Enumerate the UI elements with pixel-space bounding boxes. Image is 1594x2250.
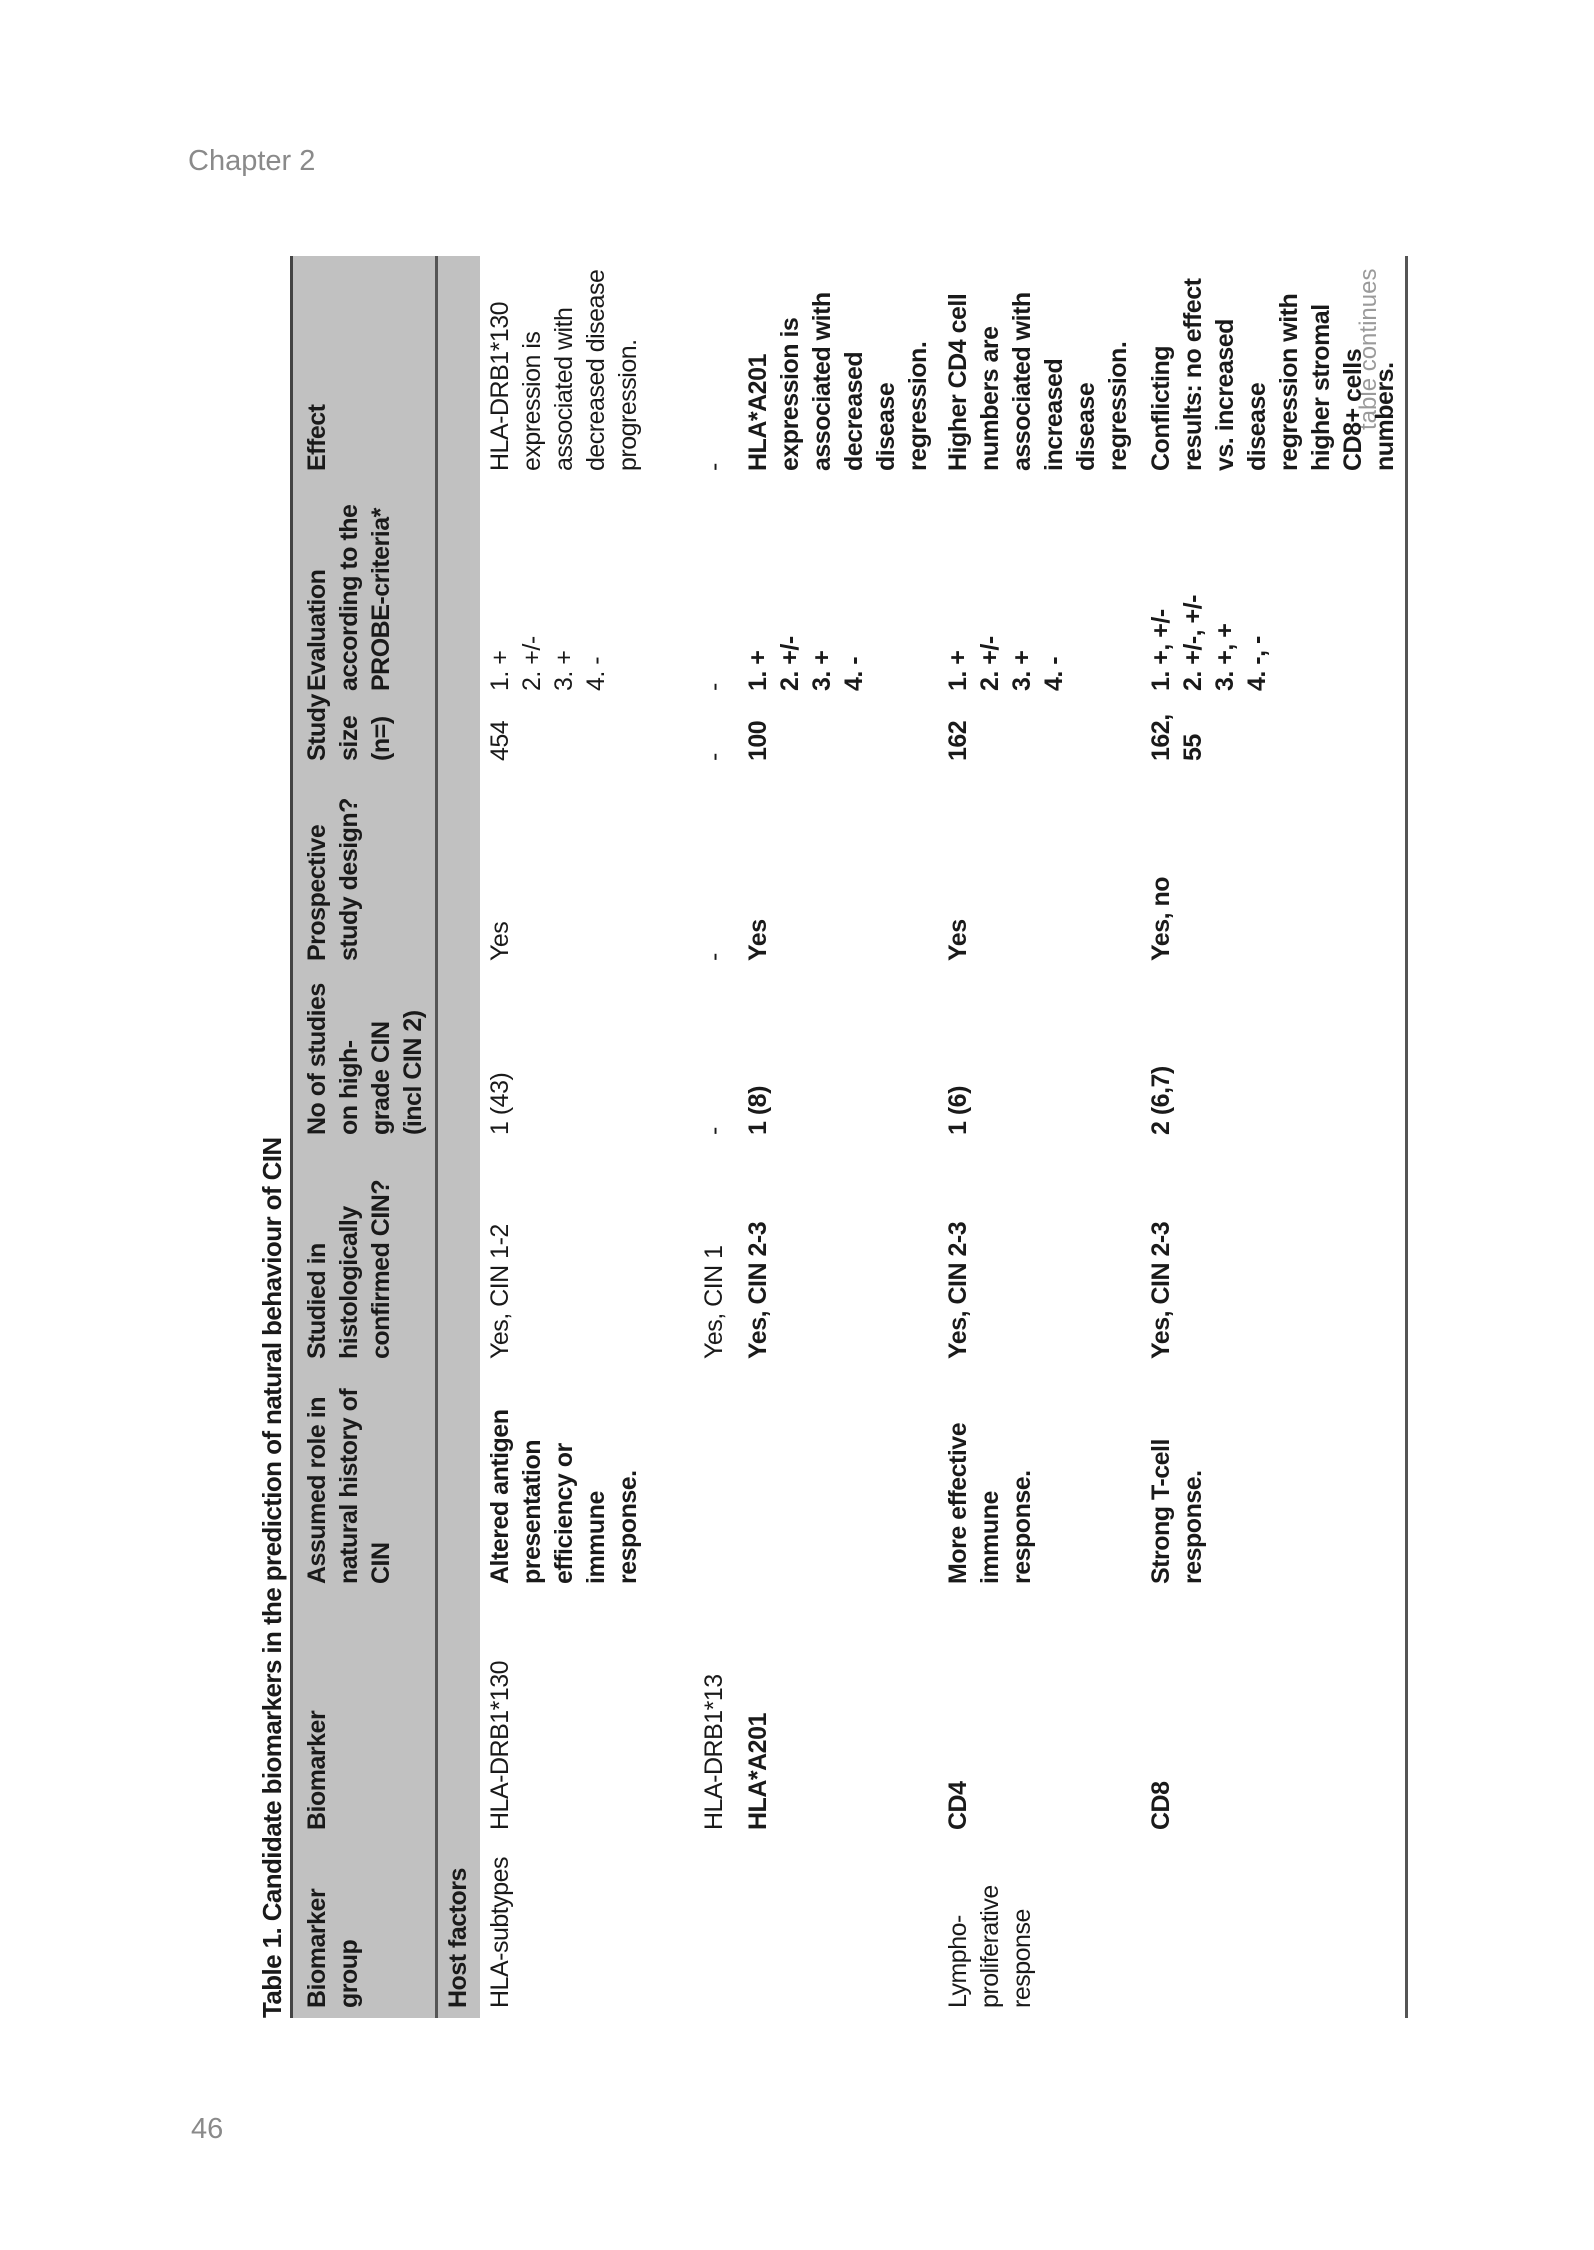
- table-cell: Yes, CIN 1: [700, 1245, 728, 1359]
- table-row: CD8 Strong T-cell response. Yes, CIN 2-3 2 …: [1141, 256, 1407, 2018]
- section-label: Host factors: [436, 1840, 480, 2018]
- table-cell: [694, 1840, 738, 2018]
- table-cell: Lympho-proliferative response: [944, 1885, 1036, 2008]
- table-cell: HLA-DRB1*130 expression is associated wi…: [486, 269, 642, 471]
- table-cell: Yes: [944, 919, 972, 961]
- table-cell: 1. +, +/- 2. +/-, +/- 3. +, + 4. -, -: [1141, 481, 1407, 701]
- header-row: Biomarker group Biomarker Assumed role in …: [291, 256, 437, 2018]
- table-cell: Yes, CIN 2-3: [1141, 1145, 1407, 1369]
- table-cell: 1 (6): [944, 1086, 972, 1135]
- column-header: No of studies on high-grade CIN (incl CI…: [291, 971, 437, 1145]
- column-header: Prospective study design?: [291, 771, 437, 971]
- table-row: HLA-DRB1*13 Yes, CIN 1 - - - - -: [694, 256, 738, 2018]
- table-cell: More effective immune response.: [944, 1422, 1036, 1584]
- table-cell: Higher CD4 cell numbers are associated w…: [944, 292, 1132, 471]
- table-cell: -: [700, 753, 728, 761]
- table-cell: HLA-DRB1*130: [486, 1660, 514, 1830]
- table-row: HLA*A201 Yes, CIN 2-3 1 (8) Yes 100 1. + 2. +…: [738, 256, 938, 2018]
- table-cell: Yes: [744, 919, 772, 961]
- table-cell: [738, 1369, 938, 1594]
- table-cell: 162: [944, 720, 972, 761]
- table-cell: [738, 1840, 938, 2018]
- table-cell: -: [700, 683, 728, 691]
- table-cell: 100: [744, 720, 772, 761]
- table-cell: 1 (8): [744, 1086, 772, 1135]
- table-cell: CD8: [1141, 1594, 1407, 1840]
- table-cell: 1. + 2. +/- 3. + 4. -: [486, 636, 610, 691]
- rotated-table-container: Table 1. Candidate biomarkers in the pre…: [257, 256, 1407, 2018]
- table-cell: 1. + 2. +/- 3. + 4. -: [744, 636, 868, 691]
- table-cell: Yes, CIN 2-3: [744, 1221, 772, 1359]
- column-header: Biomarker: [291, 1594, 437, 1840]
- table-cell: [694, 1369, 738, 1594]
- table-cell: 162, 55: [1141, 701, 1407, 771]
- table-cell: Yes, CIN 2-3: [944, 1221, 972, 1359]
- column-header: Studied in histologically confirmed CIN?: [291, 1145, 437, 1369]
- table-cell: Altered antigen presentation efficiency …: [486, 1409, 642, 1584]
- column-header: Study size (n=): [291, 694, 437, 771]
- table-cell: HLA-subtypes: [486, 1856, 514, 2008]
- column-header: Assumed role in natural history of CIN: [291, 1369, 437, 1594]
- table-row: HLA-subtypes HLA-DRB1*130 Altered antigen …: [480, 256, 694, 2018]
- table-cell: HLA*A201: [744, 1713, 772, 1830]
- table-cell: CD4: [944, 1781, 972, 1830]
- table-cell: 454: [486, 720, 514, 761]
- table-title: Table 1. Candidate biomarkers in the pre…: [257, 1137, 287, 2018]
- table-cell: Yes, no: [1141, 771, 1407, 971]
- table-cell: Yes, CIN 1-2: [486, 1224, 514, 1359]
- table-cell: Conflicting results: no effect vs. incre…: [1141, 256, 1407, 481]
- biomarker-table: Biomarker group Biomarker Assumed role in …: [290, 256, 1408, 2018]
- section-row: Host factors: [436, 256, 480, 2018]
- column-header: Effect: [291, 256, 437, 481]
- page-number: 46: [191, 2113, 224, 2145]
- table-cell: -: [700, 1127, 728, 1135]
- table-cell: HLA*A201 expression is associated with d…: [744, 292, 932, 471]
- column-header: Biomarker group: [291, 1840, 437, 2018]
- table-cell: 1. + 2. +/- 3. + 4. -: [944, 636, 1068, 691]
- table-cell: 2 (6,7): [1141, 971, 1407, 1145]
- table-cell: -: [700, 953, 728, 961]
- table-cell: [1141, 1840, 1407, 2018]
- table-cell: HLA-DRB1*13: [700, 1674, 728, 1830]
- table-cell: -: [700, 463, 728, 471]
- table-cell: 1 (43): [486, 1072, 514, 1135]
- running-head: Chapter 2: [188, 145, 316, 177]
- table-cell: Strong T-cell response.: [1141, 1369, 1407, 1594]
- table-row: Lympho-proliferative response CD4 More eff…: [938, 256, 1141, 2018]
- column-header: Evaluation according to the PROBE-criter…: [291, 481, 437, 701]
- table-cell: Yes: [486, 921, 514, 961]
